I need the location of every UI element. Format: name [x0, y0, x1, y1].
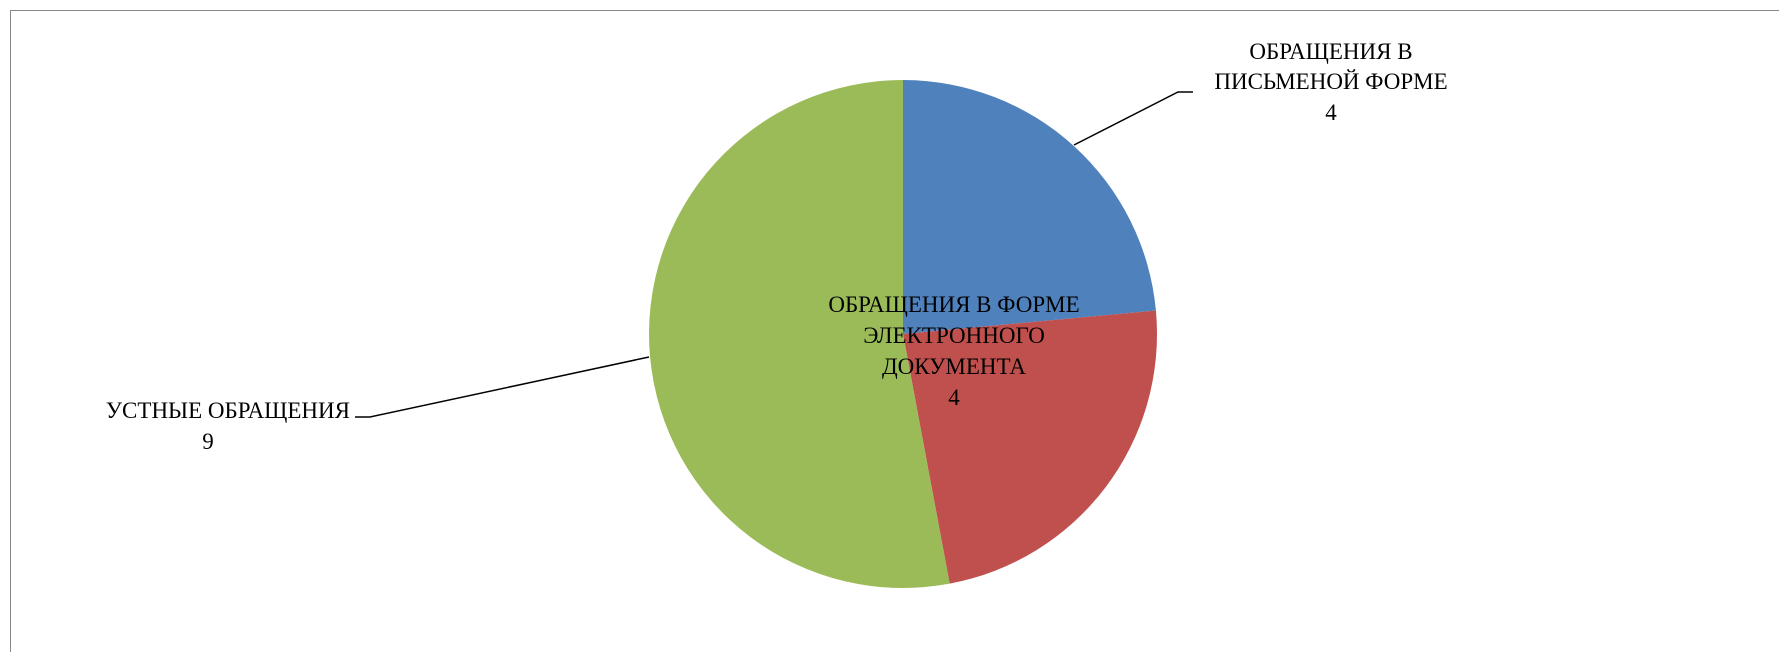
slice-value-written: 4	[1325, 100, 1337, 125]
slice-label-oral-line-1: УСТНЫЕ ОБРАЩЕНИЯ	[106, 398, 350, 423]
slice-electronic	[903, 310, 1158, 584]
slice-label-electronic-line-1: ОБРАЩЕНИЯ В ФОРМЕ	[828, 292, 1079, 317]
leader-line-written	[1073, 91, 1193, 146]
slice-label-electronic-line-3: ДОКУМЕНТА	[882, 354, 1026, 379]
leader-line-oral	[355, 356, 650, 418]
pie-slices	[649, 80, 1158, 588]
slice-label-electronic: ОБРАЩЕНИЯ В ФОРМЕ ЭЛЕКТРОННОГО ДОКУМЕНТА…	[828, 292, 1079, 410]
chart-area	[10, 10, 1779, 652]
slice-label-oral: УСТНЫЕ ОБРАЩЕНИЯ 9	[106, 398, 350, 454]
slice-value-electronic: 4	[948, 385, 960, 410]
slice-written	[903, 80, 1156, 334]
slice-oral	[649, 80, 950, 588]
slice-label-written: ОБРАЩЕНИЯ В ПИСЬМЕНОЙ ФОРМЕ 4	[1214, 39, 1447, 125]
leader-lines	[355, 91, 1193, 418]
slice-label-electronic-line-2: ЭЛЕКТРОННОГО	[863, 323, 1045, 348]
slice-label-written-line-2: ПИСЬМЕНОЙ ФОРМЕ	[1214, 69, 1447, 94]
slice-label-written-line-1: ОБРАЩЕНИЯ В	[1249, 39, 1412, 64]
slice-value-oral: 9	[202, 429, 214, 454]
